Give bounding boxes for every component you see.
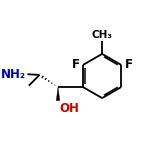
Text: NH₂: NH₂ <box>1 68 26 81</box>
Text: F: F <box>71 58 79 71</box>
Text: OH: OH <box>59 102 79 115</box>
Text: CH₃: CH₃ <box>92 30 113 40</box>
Text: F: F <box>125 58 133 71</box>
Polygon shape <box>56 87 60 101</box>
